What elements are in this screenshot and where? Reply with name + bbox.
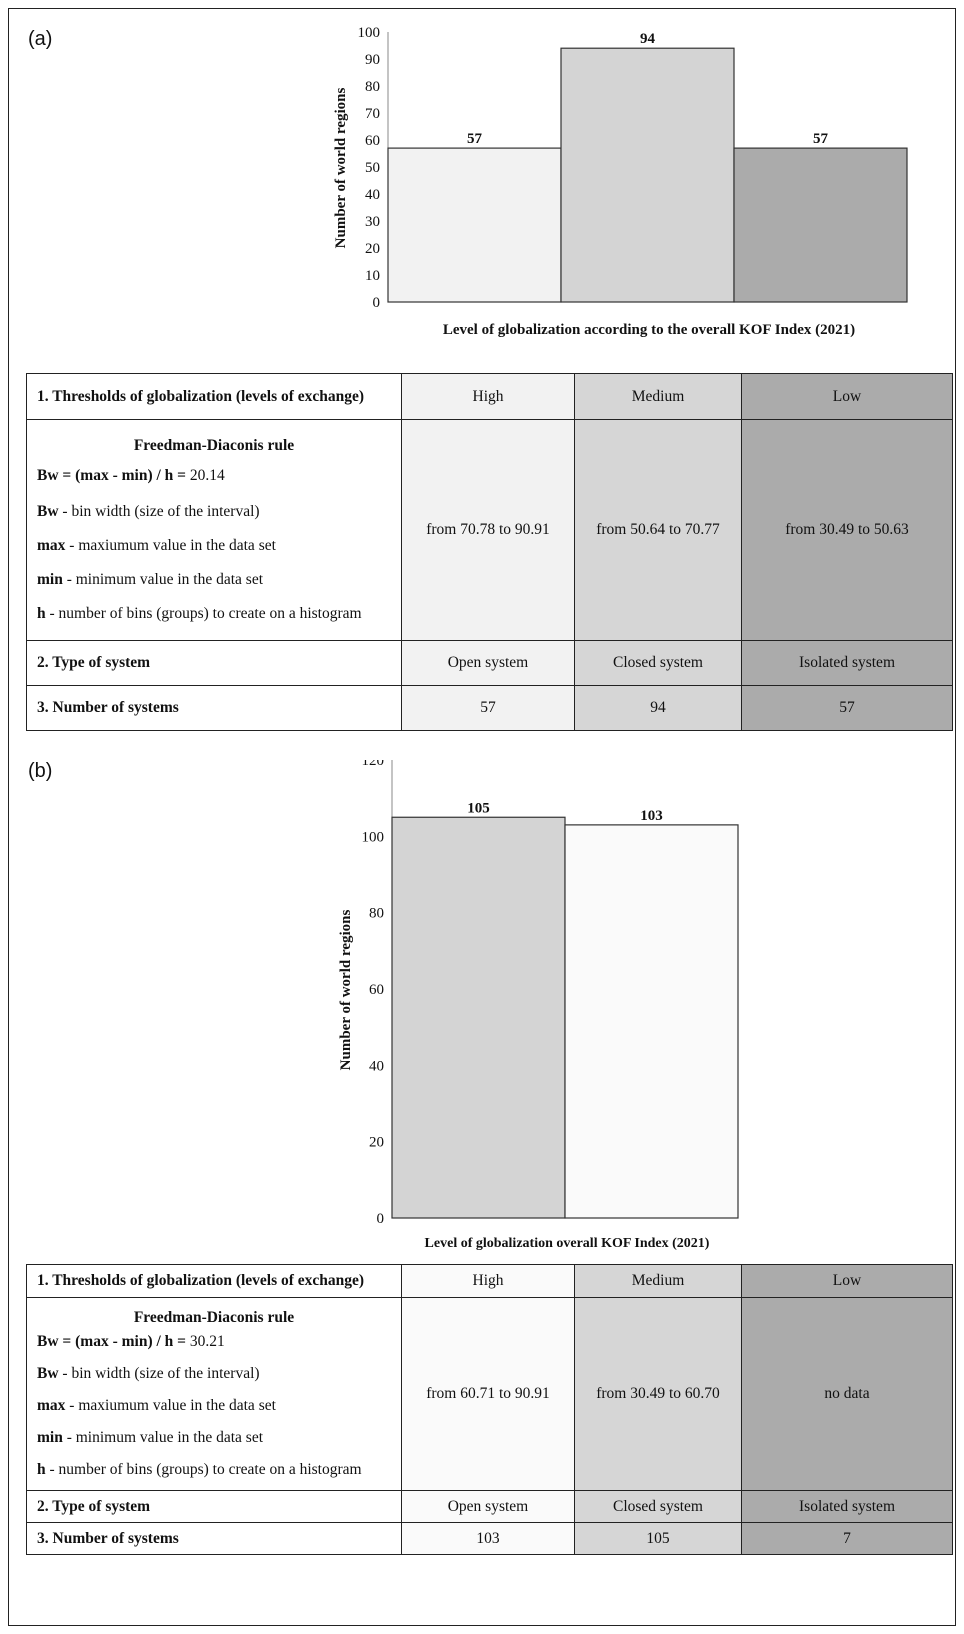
table-b-count-closed: 105: [574, 1522, 742, 1555]
table-b-row-thresholds: 1. Thresholds of globalization (levels o…: [26, 1264, 953, 1298]
table-a-range-medium: from 50.64 to 70.77: [574, 419, 742, 641]
bar-value-label: 103: [640, 808, 663, 824]
y-tick-label: 10: [365, 268, 380, 284]
y-tick-label: 120: [362, 760, 385, 769]
table-a-level-high: High: [401, 373, 575, 420]
y-tick-label: 0: [373, 295, 381, 311]
table-a-rule-cell: Freedman-Diaconis rule Bw = (max - min) …: [26, 419, 402, 641]
chart-a-bars: 57 94 57: [387, 31, 908, 303]
table-a-range-high: from 70.78 to 90.91: [401, 419, 575, 641]
y-tick-label: 20: [365, 241, 380, 257]
table-a-range-low: from 30.49 to 50.63: [741, 419, 953, 641]
table-a: 1. Thresholds of globalization (levels o…: [26, 373, 953, 731]
table-a-row-type: 2. Type of system Open system Closed sys…: [26, 640, 953, 686]
chart-b-ylabel: Number of world regions: [338, 909, 354, 1070]
y-tick-label: 0: [377, 1211, 385, 1227]
bar-value-label: 57: [813, 131, 829, 147]
panel-a-label: (a): [28, 28, 53, 50]
panel-b-label: (b): [28, 760, 53, 782]
bar: [560, 47, 735, 303]
table-a-formula-text: Bw = (max - min) / h =: [37, 467, 186, 484]
y-tick-label: 100: [358, 25, 381, 41]
y-tick-label: 50: [365, 160, 380, 176]
table-b-rule-title: Freedman-Diaconis rule: [133, 1309, 295, 1326]
y-tick-label: 40: [365, 187, 380, 203]
bar: [564, 824, 739, 1219]
chart-a: 0 10 20 30 40 50 60 70 80 90 100 57 94 57 Number of …: [333, 25, 908, 338]
table-b-count-open: 103: [401, 1522, 575, 1555]
table-b-formula: Bw = (max - min) / h = 30.21: [37, 1333, 391, 1351]
bar: [391, 816, 566, 1219]
table-b-count-isolated: 7: [741, 1522, 953, 1555]
table-a-count-isolated: 57: [741, 685, 953, 731]
table-a-row-thresholds: 1. Thresholds of globalization (levels o…: [26, 373, 953, 420]
chart-a-ylabel: Number of world regions: [333, 87, 349, 248]
table-a-count-open: 57: [401, 685, 575, 731]
table-b-def-max: max - maxiumum value in the data set: [37, 1397, 276, 1414]
table-b-range-low: no data: [741, 1297, 953, 1491]
chart-a-yaxis: 0 10 20 30 40 50 60 70 80 90 100: [358, 25, 389, 311]
table-b-formula-text: Bw = (max - min) / h =: [37, 1333, 186, 1350]
table-b-type-closed: Closed system: [574, 1490, 742, 1523]
table-b: 1. Thresholds of globalization (levels o…: [26, 1264, 953, 1555]
table-a-type-open: Open system: [401, 640, 575, 686]
table-a-def-max: max - maxiumum value in the data set: [37, 537, 276, 554]
table-b-row3-label: 3. Number of systems: [26, 1522, 402, 1555]
table-a-row-count: 3. Number of systems 57 94 57: [26, 685, 953, 731]
bar: [733, 147, 908, 303]
table-b-formula-value: 30.21: [185, 1333, 225, 1350]
table-b-def-bw: Bw - bin width (size of the interval): [37, 1365, 260, 1382]
chart-b-bars: 105 103: [391, 800, 739, 1219]
table-a-level-low: Low: [741, 373, 953, 420]
table-a-formula: Bw = (max - min) / h = 20.14: [37, 467, 391, 485]
table-b-range-high: from 60.71 to 90.91: [401, 1297, 575, 1491]
y-tick-label: 60: [365, 133, 380, 149]
table-a-formula-value: 20.14: [185, 467, 225, 484]
table-b-row-count: 3. Number of systems 103 105 7: [26, 1522, 953, 1555]
y-tick-label: 90: [365, 52, 380, 68]
figure-frame: [8, 8, 956, 1626]
bar-value-label: 105: [467, 800, 490, 816]
table-a-row2-label: 2. Type of system: [26, 640, 402, 686]
table-b-rule-cell: Freedman-Diaconis rule Bw = (max - min) …: [26, 1297, 402, 1491]
table-b-level-low: Low: [741, 1264, 953, 1298]
y-tick-label: 80: [365, 79, 380, 95]
table-a-def-bw: Bw - bin width (size of the interval): [37, 503, 260, 520]
bar: [387, 147, 562, 303]
table-a-type-closed: Closed system: [574, 640, 742, 686]
table-b-level-high: High: [401, 1264, 575, 1298]
y-tick-label: 30: [365, 214, 380, 230]
table-a-row-rule: Freedman-Diaconis rule Bw = (max - min) …: [26, 419, 953, 641]
chart-b-xlabel: Level of globalization overall KOF Index…: [425, 1236, 710, 1251]
table-b-row2-label: 2. Type of system: [26, 1490, 402, 1523]
y-tick-label: 20: [369, 1135, 384, 1151]
table-b-row-type: 2. Type of system Open system Closed sys…: [26, 1490, 953, 1523]
chart-b: 0 20 40 60 80 100 120 105 103 Number of world r…: [338, 760, 739, 1251]
chart-a-xlabel: Level of globalization according to the …: [443, 322, 855, 338]
table-a-level-medium: Medium: [574, 373, 742, 420]
table-a-rule-title: Freedman-Diaconis rule: [133, 437, 295, 454]
table-a-count-closed: 94: [574, 685, 742, 731]
table-b-def-h: h - number of bins (groups) to create on…: [37, 1461, 362, 1478]
table-a-row3-label: 3. Number of systems: [26, 685, 402, 731]
y-tick-label: 100: [362, 829, 385, 845]
table-b-type-isolated: Isolated system: [741, 1490, 953, 1523]
chart-b-yaxis: 0 20 40 60 80 100 120: [362, 760, 393, 1227]
y-tick-label: 40: [369, 1058, 384, 1074]
table-b-def-min: min - minimum value in the data set: [37, 1429, 264, 1446]
table-a-type-isolated: Isolated system: [741, 640, 953, 686]
table-b-row-rule: Freedman-Diaconis rule Bw = (max - min) …: [26, 1297, 953, 1491]
table-b-level-medium: Medium: [574, 1264, 742, 1298]
table-b-row1-label: 1. Thresholds of globalization (levels o…: [26, 1264, 402, 1298]
table-a-def-h: h - number of bins (groups) to create on…: [37, 605, 362, 622]
table-a-def-min: min - minimum value in the data set: [37, 571, 264, 588]
table-a-row1-label: 1. Thresholds of globalization (levels o…: [26, 373, 402, 420]
bar-value-label: 94: [640, 31, 656, 47]
bar-value-label: 57: [467, 131, 483, 147]
y-tick-label: 70: [365, 106, 380, 122]
y-tick-label: 60: [369, 982, 384, 998]
table-b-range-medium: from 30.49 to 60.70: [574, 1297, 742, 1491]
table-b-type-open: Open system: [401, 1490, 575, 1523]
y-tick-label: 80: [369, 906, 384, 922]
